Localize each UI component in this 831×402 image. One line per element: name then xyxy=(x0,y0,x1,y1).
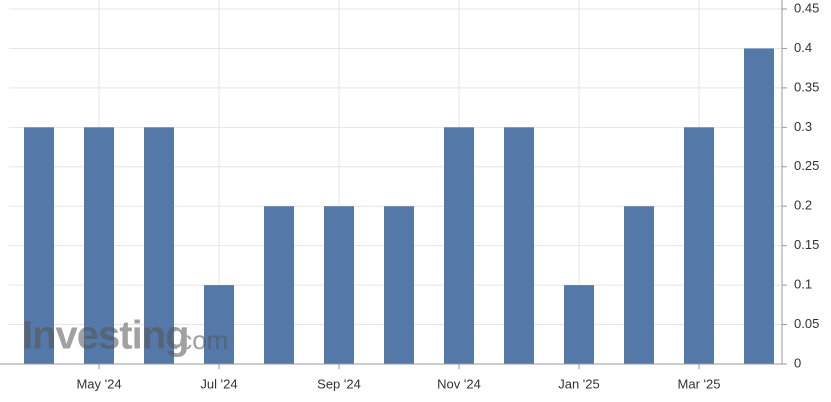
watermark: Investing .com xyxy=(22,314,228,358)
y-tick-label: 0.1 xyxy=(794,277,812,292)
y-tick-label: 0 xyxy=(794,355,801,370)
y-tick-label: 0.45 xyxy=(794,0,819,15)
bar xyxy=(24,127,54,364)
bar xyxy=(324,206,354,364)
watermark-brand: Investing xyxy=(22,314,189,358)
y-tick-label: 0.35 xyxy=(794,79,819,94)
bar xyxy=(504,127,534,364)
x-tick-label: Mar '25 xyxy=(678,376,721,391)
y-tick-label: 0.3 xyxy=(794,119,812,134)
y-tick-label: 0.05 xyxy=(794,316,819,331)
x-tick-label: May '24 xyxy=(76,376,121,391)
x-tick-label: Jul '24 xyxy=(200,376,237,391)
y-tick-label: 0.25 xyxy=(794,158,819,173)
bar xyxy=(384,206,414,364)
y-tick-label: 0.15 xyxy=(794,237,819,252)
bar xyxy=(264,206,294,364)
bar xyxy=(744,48,774,364)
bar xyxy=(564,285,594,364)
x-tick-label: Nov '24 xyxy=(437,376,481,391)
x-tick-label: Sep '24 xyxy=(317,376,361,391)
bar xyxy=(624,206,654,364)
bar xyxy=(684,127,714,364)
x-tick-label: Jan '25 xyxy=(558,376,600,391)
bar xyxy=(204,285,234,364)
y-tick-label: 0.4 xyxy=(794,40,812,55)
y-tick-label: 0.2 xyxy=(794,198,812,213)
bar xyxy=(444,127,474,364)
bar xyxy=(84,127,114,364)
watermark-suffix: .com xyxy=(172,325,228,355)
bar xyxy=(144,127,174,364)
